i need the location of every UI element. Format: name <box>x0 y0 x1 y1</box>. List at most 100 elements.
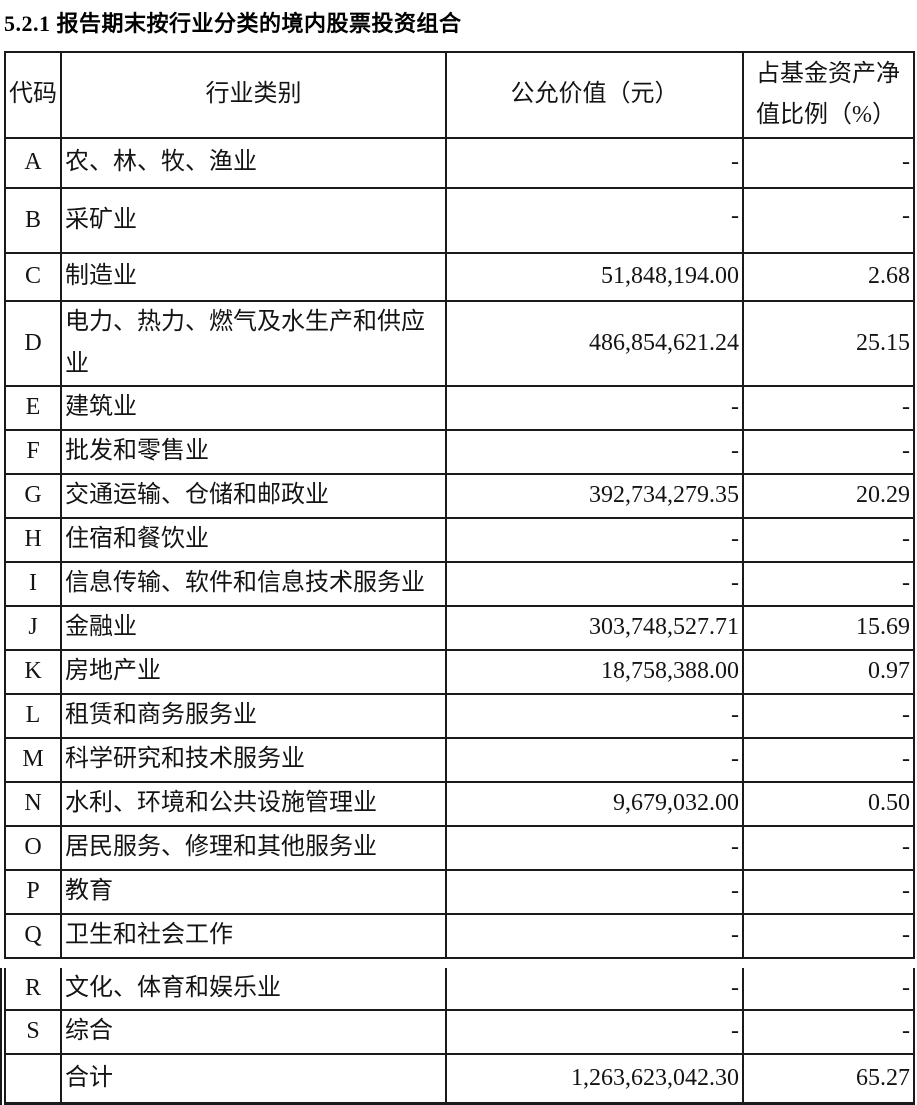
cell-pct: - <box>742 1009 915 1055</box>
cell-code: H <box>4 517 62 563</box>
cell-industry: 电力、热力、燃气及水生产和供应业 <box>60 300 447 387</box>
cell-pct: - <box>742 968 915 1012</box>
table-row: C 制造业 51,848,194.00 2.68 <box>4 252 915 302</box>
table-header-row: 代码 行业类别 公允价值（元） 占基金资产净值比例（%） <box>4 51 915 139</box>
cell-pct: - <box>742 517 915 563</box>
cell-industry: 农、林、牧、渔业 <box>60 137 447 189</box>
cell-code: A <box>4 137 62 189</box>
cell-code: I <box>4 561 62 607</box>
cell-fair-value: - <box>445 385 744 431</box>
header-cell-code: 代码 <box>4 51 62 139</box>
table-row: A 农、林、牧、渔业 - - <box>4 137 915 189</box>
cell-fair-value: 18,758,388.00 <box>445 649 744 695</box>
total-label: 合计 <box>60 1052 447 1105</box>
cell-fair-value: - <box>445 913 744 959</box>
cell-fair-value: - <box>445 517 744 563</box>
cell-fair-value: - <box>445 869 744 915</box>
cell-code: R <box>4 968 62 1012</box>
cell-industry: 建筑业 <box>60 385 447 431</box>
cell-fair-value: 51,848,194.00 <box>445 252 744 302</box>
table-row: N 水利、环境和公共设施管理业 9,679,032.00 0.50 <box>4 781 915 827</box>
cell-fair-value: - <box>445 429 744 475</box>
cell-industry: 住宿和餐饮业 <box>60 517 447 563</box>
cell-pct: 0.97 <box>742 649 915 695</box>
table-row: I 信息传输、软件和信息技术服务业 - - <box>4 561 915 607</box>
cell-fair-value: - <box>445 825 744 871</box>
cell-pct: 0.50 <box>742 781 915 827</box>
table-row: G 交通运输、仓储和邮政业 392,734,279.35 20.29 <box>4 473 915 519</box>
cell-industry: 租赁和商务服务业 <box>60 693 447 739</box>
cell-industry: 居民服务、修理和其他服务业 <box>60 825 447 871</box>
cell-code: F <box>4 429 62 475</box>
cell-industry: 制造业 <box>60 252 447 302</box>
cell-code: Q <box>4 913 62 959</box>
table-row: O 居民服务、修理和其他服务业 - - <box>4 825 915 871</box>
cell-pct: - <box>742 561 915 607</box>
table-row: F 批发和零售业 - - <box>4 429 915 475</box>
table-row: H 住宿和餐饮业 - - <box>4 517 915 563</box>
cell-pct: 20.29 <box>742 473 915 519</box>
cell-industry: 教育 <box>60 869 447 915</box>
cell-industry: 金融业 <box>60 605 447 651</box>
cell-pct: 25.15 <box>742 300 915 387</box>
cell-fair-value: 303,748,527.71 <box>445 605 744 651</box>
cell-code: O <box>4 825 62 871</box>
cell-pct: 15.69 <box>742 605 915 651</box>
cell-industry: 信息传输、软件和信息技术服务业 <box>60 561 447 607</box>
cell-pct: - <box>742 187 915 254</box>
cell-industry: 水利、环境和公共设施管理业 <box>60 781 447 827</box>
cell-code: B <box>4 187 62 254</box>
cell-fair-value: 486,854,621.24 <box>445 300 744 387</box>
page-break-continuation: R 文化、体育和娱乐业 - - S 综合 - - 合计 1,263,623,04… <box>0 968 915 1105</box>
table-row: E 建筑业 - - <box>4 385 915 431</box>
cell-code: C <box>4 252 62 302</box>
table-row: S 综合 - - <box>4 1009 915 1055</box>
cell-code: L <box>4 693 62 739</box>
cell-pct: - <box>742 913 915 959</box>
industry-portfolio-table-lower: R 文化、体育和娱乐业 - - S 综合 - - 合计 1,263,623,04… <box>4 968 915 1105</box>
table-row: Q 卫生和社会工作 - - <box>4 913 915 959</box>
header-cell-industry: 行业类别 <box>60 51 447 139</box>
section-title: 5.2.1 报告期末按行业分类的境内股票投资组合 <box>4 11 462 36</box>
table-row: K 房地产业 18,758,388.00 0.97 <box>4 649 915 695</box>
cell-industry: 科学研究和技术服务业 <box>60 737 447 783</box>
cell-industry: 采矿业 <box>60 187 447 254</box>
cell-code: E <box>4 385 62 431</box>
cell-fair-value: - <box>445 693 744 739</box>
cell-fair-value: 9,679,032.00 <box>445 781 744 827</box>
cell-pct: 2.68 <box>742 252 915 302</box>
cell-industry: 交通运输、仓储和邮政业 <box>60 473 447 519</box>
total-code-cell <box>4 1052 62 1105</box>
cell-fair-value: 392,734,279.35 <box>445 473 744 519</box>
cell-industry: 批发和零售业 <box>60 429 447 475</box>
cell-fair-value: - <box>445 137 744 189</box>
total-row: 合计 1,263,623,042.30 65.27 <box>4 1052 915 1105</box>
cell-fair-value: - <box>445 1009 744 1055</box>
cell-pct: - <box>742 137 915 189</box>
cell-industry: 房地产业 <box>60 649 447 695</box>
cell-code: D <box>4 300 62 387</box>
cell-code: G <box>4 473 62 519</box>
table-row: R 文化、体育和娱乐业 - - <box>4 968 915 1012</box>
cell-pct: - <box>742 693 915 739</box>
cell-pct: - <box>742 825 915 871</box>
table-row: L 租赁和商务服务业 - - <box>4 693 915 739</box>
cell-fair-value: - <box>445 187 744 254</box>
cell-industry: 综合 <box>60 1009 447 1055</box>
cell-code: N <box>4 781 62 827</box>
cell-code: P <box>4 869 62 915</box>
cell-fair-value: - <box>445 737 744 783</box>
table-row: P 教育 - - <box>4 869 915 915</box>
cell-code: J <box>4 605 62 651</box>
table-row: J 金融业 303,748,527.71 15.69 <box>4 605 915 651</box>
cell-code: M <box>4 737 62 783</box>
cell-code: K <box>4 649 62 695</box>
header-cell-pct: 占基金资产净值比例（%） <box>742 51 915 139</box>
cell-industry: 卫生和社会工作 <box>60 913 447 959</box>
cell-code: S <box>4 1009 62 1055</box>
cell-pct: - <box>742 429 915 475</box>
table-row: B 采矿业 - - <box>4 187 915 254</box>
table-row: M 科学研究和技术服务业 - - <box>4 737 915 783</box>
cell-fair-value: - <box>445 561 744 607</box>
